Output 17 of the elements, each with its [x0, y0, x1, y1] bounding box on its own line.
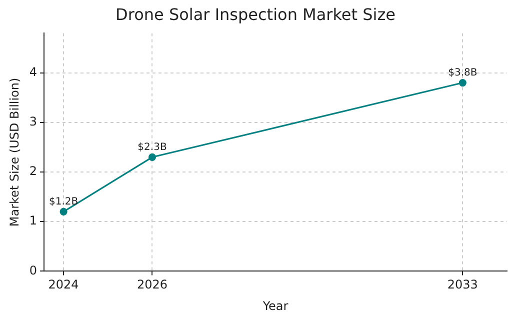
data-label: $1.2B [48, 196, 78, 208]
chart-title: Drone Solar Inspection Market Size [116, 4, 396, 24]
x-tick-label: 2033 [447, 278, 478, 292]
x-axis-title: Year [262, 298, 288, 313]
y-tick-label: 1 [29, 214, 38, 228]
point [60, 208, 68, 216]
point [458, 78, 466, 87]
y-tick-label: 2 [29, 164, 38, 178]
point [148, 153, 156, 161]
y-axis-title: Market Size (USD Billion) [7, 78, 22, 227]
y-tick-label: 3 [29, 114, 38, 129]
y-tick-label: 0 [29, 263, 38, 278]
data-label: $3.8B [448, 67, 478, 78]
x-tick-label: 2024 [48, 278, 79, 292]
y-tick-label: 4 [29, 64, 38, 79]
data-label: $2.3B [138, 142, 167, 153]
x-tick-label: 2026 [136, 278, 168, 292]
